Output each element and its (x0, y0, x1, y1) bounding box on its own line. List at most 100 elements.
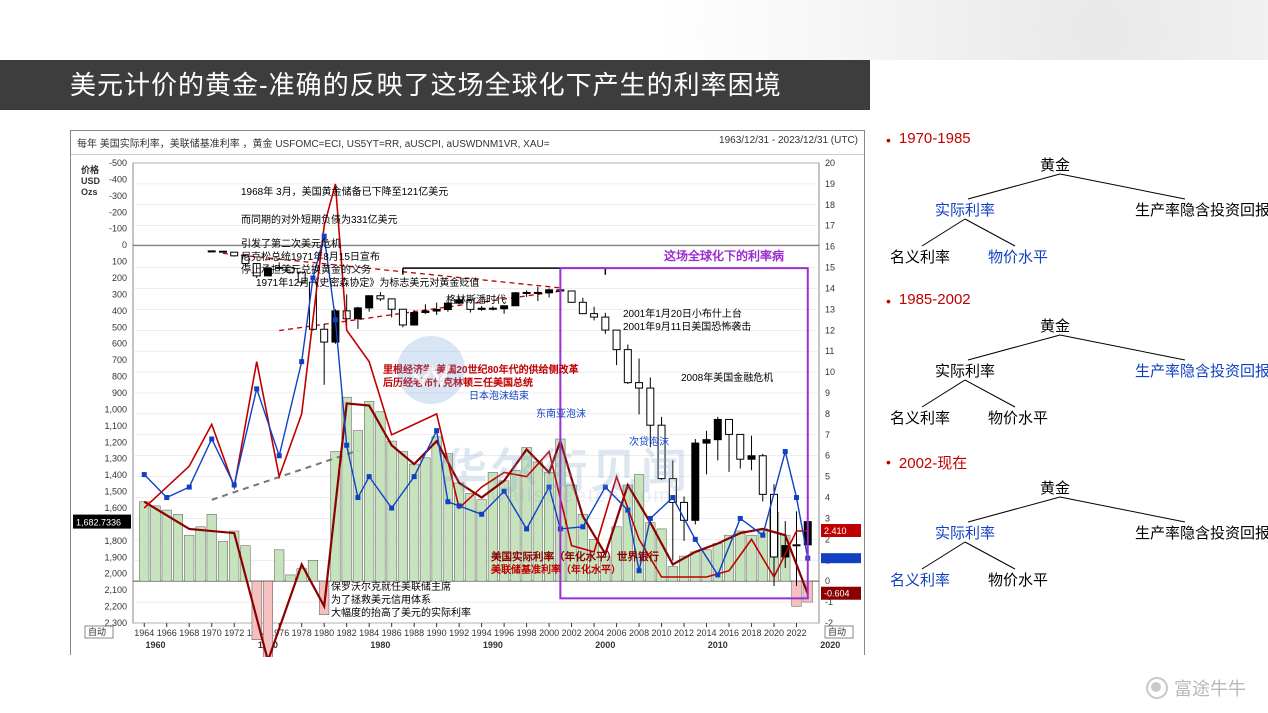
svg-text:2,000: 2,000 (104, 569, 127, 579)
svg-text:6: 6 (825, 451, 830, 461)
svg-text:12: 12 (825, 325, 835, 335)
top-background-strip (0, 0, 1268, 60)
period-block: •1970-1985黄金实际利率生产率隐含投资回报名义利率物价水平 (880, 130, 1260, 269)
svg-text:1,600: 1,600 (104, 503, 127, 513)
svg-text:800: 800 (112, 372, 127, 382)
svg-text:1978: 1978 (292, 628, 312, 638)
svg-text:而同期的对外短期负债为331亿美元: 而同期的对外短期负债为331亿美元 (241, 213, 398, 226)
svg-text:2001年1月20日小布什上台: 2001年1月20日小布什上台 (623, 307, 742, 320)
svg-text:15: 15 (825, 263, 835, 273)
svg-text:2020: 2020 (764, 628, 784, 638)
svg-text:2,100: 2,100 (104, 585, 127, 595)
svg-text:2006: 2006 (607, 628, 627, 638)
svg-text:1990: 1990 (427, 628, 447, 638)
svg-text:价格: 价格 (81, 164, 100, 175)
svg-text:东南亚泡沫: 东南亚泡沫 (536, 407, 586, 420)
svg-text:-0.604: -0.604 (824, 589, 850, 599)
svg-text:14: 14 (825, 283, 835, 293)
factor-tree: 黄金实际利率生产率隐含投资回报名义利率物价水平 (880, 315, 1260, 430)
svg-text:日本泡沫结束: 日本泡沫结束 (469, 389, 529, 402)
svg-text:Ozs: Ozs (81, 187, 98, 197)
svg-text:1964: 1964 (134, 628, 154, 638)
svg-text:为了拯救美元信用体系: 为了拯救美元信用体系 (331, 593, 431, 606)
svg-text:1994: 1994 (472, 628, 492, 638)
svg-text:1980: 1980 (314, 628, 334, 638)
svg-text:2016: 2016 (719, 628, 739, 638)
svg-text:2012: 2012 (674, 628, 694, 638)
svg-text:2002: 2002 (562, 628, 582, 638)
svg-text:1968年 3月，美国黄金储备已下降至121亿美元: 1968年 3月，美国黄金储备已下降至121亿美元 (241, 185, 448, 198)
svg-text:8: 8 (825, 409, 830, 419)
svg-text:1,800: 1,800 (104, 536, 127, 546)
svg-text:USD: USD (81, 176, 101, 186)
svg-text:1980: 1980 (370, 640, 390, 650)
svg-text:2020: 2020 (820, 640, 840, 650)
svg-text:2018: 2018 (742, 628, 762, 638)
svg-text:1990: 1990 (483, 640, 503, 650)
svg-text:2008年美国金融危机: 2008年美国金融危机 (681, 371, 773, 384)
svg-text:0: 0 (122, 240, 127, 250)
chart-header: 每年 美国实际利率，美联储基准利率 ，黄金 USFOMC=ECI, US5YT=… (71, 131, 864, 155)
svg-text:1,000: 1,000 (104, 404, 127, 414)
svg-text:1970: 1970 (202, 628, 222, 638)
svg-text:1,900: 1,900 (104, 552, 127, 562)
chart-plot-area: 价格USDOzs-500-400-300-200-100010020030040… (71, 155, 864, 657)
svg-text:10: 10 (825, 367, 835, 377)
slide-title-bar: 美元计价的黄金-准确的反映了这场全球化下产生的利率困境 (0, 60, 870, 110)
svg-text:400: 400 (112, 306, 127, 316)
svg-text:2008: 2008 (629, 628, 649, 638)
svg-text:20: 20 (825, 158, 835, 168)
slide-title: 美元计价的黄金-准确的反映了这场全球化下产生的利率困境 (70, 70, 782, 100)
svg-text:0: 0 (825, 576, 830, 586)
svg-text:2.410: 2.410 (824, 526, 847, 536)
period-range: 1970-1985 (899, 130, 971, 147)
footer-brand: 富途牛牛 (1146, 675, 1246, 701)
brand-icon (1146, 677, 1168, 699)
svg-text:1996: 1996 (494, 628, 514, 638)
svg-text:美国实际利率（年化水平）世界银行: 美国实际利率（年化水平）世界银行 (491, 550, 659, 563)
svg-text:1971年12月《史密森协定》为标志美元对黄金贬值: 1971年12月《史密森协定》为标志美元对黄金贬值 (256, 276, 479, 289)
tree-connectors (880, 315, 1252, 430)
svg-text:1968: 1968 (179, 628, 199, 638)
brand-text: 富途牛牛 (1174, 675, 1246, 701)
svg-text:7: 7 (825, 430, 830, 440)
svg-text:-200: -200 (109, 207, 127, 217)
svg-text:1966: 1966 (157, 628, 177, 638)
period-range: 1985-2002 (899, 291, 971, 308)
svg-text:900: 900 (112, 388, 127, 398)
tree-connectors (880, 154, 1252, 269)
period-block: •1985-2002黄金实际利率生产率隐含投资回报名义利率物价水平 (880, 291, 1260, 430)
svg-text:-500: -500 (109, 158, 127, 168)
chart-header-right: 1963/12/31 - 2023/12/31 (UTC) (719, 135, 858, 150)
svg-text:17: 17 (825, 221, 835, 231)
svg-text:1992: 1992 (449, 628, 469, 638)
svg-text:1960: 1960 (145, 640, 165, 650)
svg-text:格林斯潘时代: 格林斯潘时代 (446, 293, 506, 306)
svg-text:停止承担美元兑换黄金的义务: 停止承担美元兑换黄金的义务 (241, 263, 371, 276)
svg-text:尼克松总统1971年8月15日宣布: 尼克松总统1971年8月15日宣布 (241, 250, 380, 263)
svg-text:13: 13 (825, 304, 835, 314)
svg-text:1,500: 1,500 (104, 487, 127, 497)
svg-text:1998: 1998 (517, 628, 537, 638)
svg-text:引发了第二次美元危机: 引发了第二次美元危机 (241, 237, 341, 250)
svg-text:1,200: 1,200 (104, 437, 127, 447)
period-block: •2002-现在黄金实际利率生产率隐含投资回报名义利率物价水平 (880, 452, 1260, 592)
svg-text:1986: 1986 (382, 628, 402, 638)
svg-text:2010: 2010 (708, 640, 728, 650)
svg-text:1972: 1972 (224, 628, 244, 638)
svg-text:1,100: 1,100 (104, 421, 127, 431)
svg-text:美联储基准利率（年化水平）: 美联储基准利率（年化水平） (491, 563, 621, 576)
svg-text:1984: 1984 (359, 628, 379, 638)
svg-text:2001年9月11日美国恐怖袭击: 2001年9月11日美国恐怖袭击 (623, 320, 751, 333)
svg-text:自动: 自动 (88, 626, 106, 637)
chart-container: 每年 美国实际利率，美联储基准利率 ，黄金 USFOMC=ECI, US5YT=… (70, 130, 865, 655)
tree-connectors (880, 477, 1252, 592)
svg-text:-100: -100 (109, 224, 127, 234)
svg-text:1,682.7336: 1,682.7336 (76, 518, 121, 528)
svg-text:2022: 2022 (786, 628, 806, 638)
svg-text:2004: 2004 (584, 628, 604, 638)
svg-text:自动: 自动 (828, 626, 846, 637)
chart-header-left: 每年 美国实际利率，美联储基准利率 ，黄金 USFOMC=ECI, US5YT=… (77, 135, 550, 150)
factor-tree: 黄金实际利率生产率隐含投资回报名义利率物价水平 (880, 154, 1260, 269)
svg-text:1982: 1982 (337, 628, 357, 638)
